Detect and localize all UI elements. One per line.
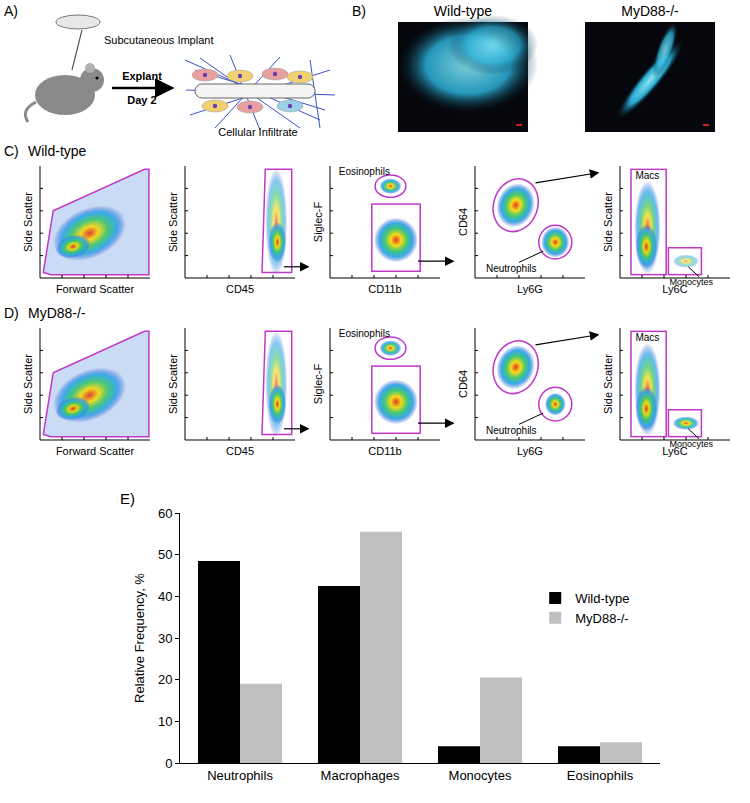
svg-text:50: 50 bbox=[158, 547, 172, 562]
svg-text:Wild-type: Wild-type bbox=[575, 591, 629, 606]
svg-text:Siglec-F: Siglec-F bbox=[312, 364, 324, 405]
svg-text:30: 30 bbox=[158, 631, 172, 646]
svg-text:Ly6G: Ly6G bbox=[517, 445, 543, 457]
svg-text:Side Scatter: Side Scatter bbox=[167, 354, 179, 414]
svg-text:Eosinophils: Eosinophils bbox=[567, 768, 634, 783]
svg-text:CD45: CD45 bbox=[226, 445, 254, 457]
svg-text:Explant: Explant bbox=[122, 70, 162, 82]
svg-text:Side Scatter: Side Scatter bbox=[22, 354, 34, 414]
svg-text:20: 20 bbox=[158, 672, 172, 687]
svg-text:Macrophages: Macrophages bbox=[321, 768, 400, 783]
svg-text:CD45: CD45 bbox=[226, 283, 254, 295]
svg-text:Eosinophils: Eosinophils bbox=[339, 166, 390, 177]
svg-text:Side Scatter: Side Scatter bbox=[167, 192, 179, 252]
svg-text:Monocytes: Monocytes bbox=[449, 768, 512, 783]
svg-text:E): E) bbox=[120, 490, 135, 507]
svg-text:Side Scatter: Side Scatter bbox=[22, 192, 34, 252]
svg-text:Neutrophils: Neutrophils bbox=[486, 263, 537, 274]
svg-text:Wild-type: Wild-type bbox=[433, 3, 493, 19]
svg-text:Ly6C: Ly6C bbox=[662, 445, 687, 457]
svg-text:D): D) bbox=[4, 305, 19, 321]
svg-text:MyD88-/-: MyD88-/- bbox=[621, 3, 679, 19]
svg-text:Siglec-F: Siglec-F bbox=[312, 202, 324, 243]
svg-text:CD64: CD64 bbox=[457, 208, 469, 236]
svg-text:Neutrophils: Neutrophils bbox=[207, 768, 273, 783]
svg-text:Macs: Macs bbox=[635, 170, 659, 181]
svg-text:10: 10 bbox=[158, 714, 172, 729]
svg-text:CD11b: CD11b bbox=[368, 445, 401, 457]
svg-text:Forward Scatter: Forward Scatter bbox=[56, 445, 135, 457]
svg-text:A): A) bbox=[4, 3, 18, 19]
svg-text:MyD88-/-: MyD88-/- bbox=[28, 305, 86, 321]
svg-text:0: 0 bbox=[165, 756, 172, 771]
svg-text:Forward Scatter: Forward Scatter bbox=[56, 283, 135, 295]
svg-text:MyD88-/-: MyD88-/- bbox=[575, 611, 628, 626]
svg-text:Side Scatter: Side Scatter bbox=[602, 192, 614, 252]
svg-text:Day 2: Day 2 bbox=[127, 94, 156, 106]
svg-text:CD64: CD64 bbox=[457, 370, 469, 398]
svg-text:Wild-type: Wild-type bbox=[28, 143, 87, 159]
svg-text:CD11b: CD11b bbox=[368, 283, 401, 295]
svg-text:Ly6G: Ly6G bbox=[517, 283, 543, 295]
svg-text:60: 60 bbox=[158, 506, 172, 521]
svg-text:40: 40 bbox=[158, 589, 172, 604]
svg-text:B): B) bbox=[352, 3, 366, 19]
svg-text:Macs: Macs bbox=[635, 332, 659, 343]
svg-text:Ly6C: Ly6C bbox=[662, 283, 687, 295]
svg-text:Relative Frequency, %: Relative Frequency, % bbox=[132, 573, 147, 703]
svg-text:Neutrophils: Neutrophils bbox=[486, 425, 537, 436]
svg-text:Side Scatter: Side Scatter bbox=[602, 354, 614, 414]
svg-text:Eosinophils: Eosinophils bbox=[339, 328, 390, 339]
svg-text:Cellular Infiltrate: Cellular Infiltrate bbox=[218, 126, 297, 138]
svg-text:Subcutaneous Implant: Subcutaneous Implant bbox=[104, 34, 213, 46]
svg-text:C): C) bbox=[4, 143, 19, 159]
